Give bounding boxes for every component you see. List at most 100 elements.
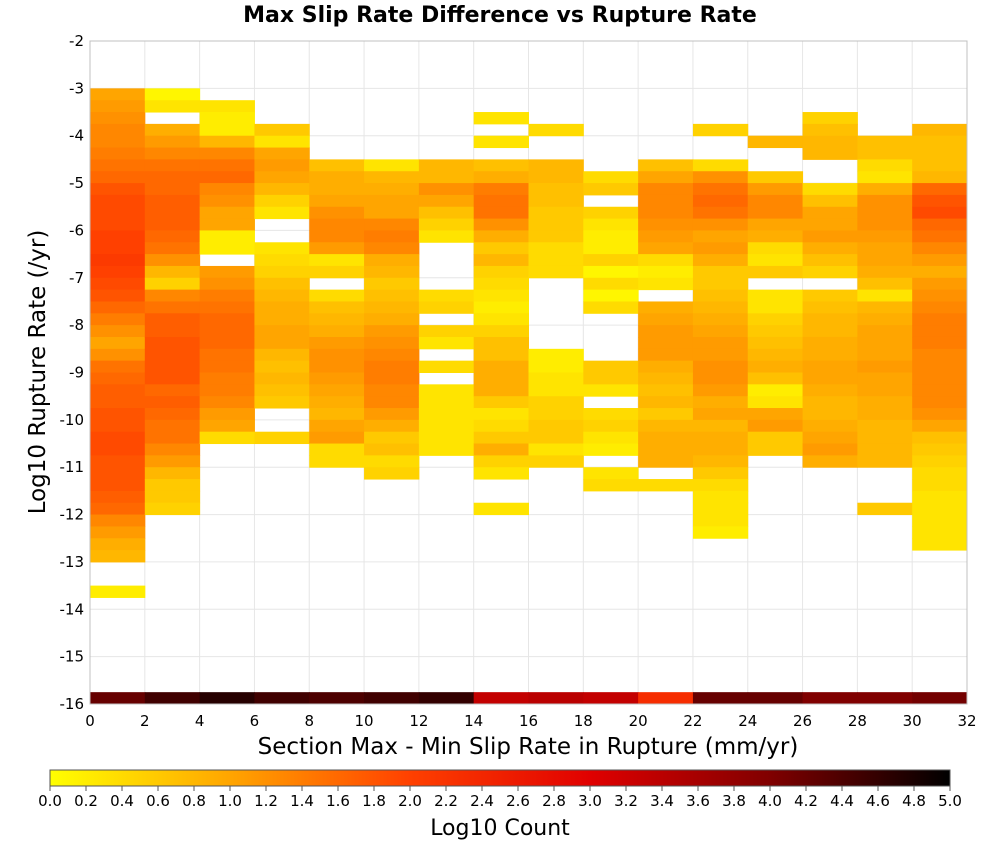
heatmap-cell [254,372,310,385]
heatmap-cell [254,396,310,409]
heatmap-cell [90,372,146,385]
heatmap-cell [144,171,201,184]
colorbar-tick-label: 3.4 [650,792,674,810]
heatmap-cell [857,265,913,279]
heatmap-cell [912,159,968,172]
colorbar-tick-label: 0.8 [182,792,206,810]
heatmap-cell [309,313,365,326]
heatmap-cell [912,490,968,504]
heatmap-cell [692,289,749,302]
heatmap-cell [418,396,475,409]
heatmap-cell [418,408,475,421]
heatmap-cell [857,171,913,184]
heatmap-cell [90,455,146,468]
x-tick-label: 14 [464,712,483,730]
heatmap-cell-bottom [90,692,146,704]
heatmap-cell [912,135,968,149]
heatmap-cell [857,336,913,350]
heatmap-cell [199,277,255,291]
heatmap-cell [638,408,694,421]
heatmap-cell [364,455,420,468]
heatmap-cell [418,431,475,445]
heatmap-cell [254,360,310,373]
heatmap-cell [473,372,529,385]
heatmap-cell [802,301,858,314]
y-tick-label: -11 [60,458,85,476]
heatmap-cell [692,313,749,326]
heatmap-cell [747,183,804,196]
heatmap-cell [638,325,694,338]
heatmap-cell [309,183,365,196]
colorbar-tick-label: 1.4 [290,792,314,810]
x-tick-label: 20 [629,712,648,730]
heatmap-cell [418,360,475,373]
heatmap-cell [309,431,365,445]
heatmap-cell [199,147,255,160]
x-tick-label: 32 [957,712,976,730]
heatmap-cell [692,419,749,433]
heatmap-cell [199,384,255,397]
heatmap-cell [638,230,694,243]
heatmap-cell [802,254,858,267]
heatmap-cell [90,230,146,243]
heatmap-cell [692,277,749,291]
y-tick-label: -8 [69,316,84,334]
heatmap-cell [857,218,913,231]
y-tick-label: -12 [60,506,85,524]
heatmap-cell [857,301,913,314]
heatmap-cell [364,289,420,302]
heatmap-cell [528,242,584,255]
heatmap-cell [309,194,365,208]
heatmap-cell [528,360,584,373]
heatmap-cell [638,254,694,267]
heatmap-cell [583,419,639,433]
heatmap-cell [364,396,420,409]
heatmap-cell [747,230,804,243]
heatmap-cell-bottom [747,692,804,704]
heatmap-cell [857,408,913,421]
heatmap-cell [144,265,201,279]
heatmap-cell [254,265,310,279]
heatmap-cell [364,277,420,291]
heatmap-cell [912,254,968,267]
colorbar-tick-label: 0.6 [146,792,170,810]
heatmap-cell [364,218,420,231]
heatmap-cell [583,360,639,373]
heatmap-cell [309,455,365,468]
heatmap-cell [144,490,201,504]
heatmap-cell [364,230,420,243]
heatmap-cell [692,254,749,267]
y-tick-label: -5 [69,174,84,192]
heatmap-cell [199,112,255,125]
heatmap-cell [912,265,968,279]
heatmap-cell [857,230,913,243]
heatmap-cell [473,467,529,480]
heatmap-cell [144,123,201,137]
heatmap-cell [692,372,749,385]
heatmap-cell [912,325,968,338]
heatmap-cell [912,384,968,397]
colorbar-tick-label: 4.8 [902,792,926,810]
heatmap-cell [199,289,255,302]
heatmap-cell [583,206,639,220]
heatmap-cell-bottom [364,692,420,704]
heatmap-cell [473,194,529,208]
heatmap-cell [90,313,146,326]
heatmap-cell [912,419,968,433]
plot-border [89,40,968,705]
heatmap-cell [90,408,146,421]
colorbar-tick-label: 0.4 [110,792,134,810]
heatmap-cell [747,254,804,267]
heatmap-cell [912,277,968,291]
heatmap-cell [254,301,310,314]
heatmap-cell [199,360,255,373]
heatmap-cell [144,194,201,208]
heatmap-cell [90,419,146,433]
heatmap-cell [857,194,913,208]
heatmap-cell [254,325,310,338]
heatmap-cell [364,206,420,220]
heatmap-cell [90,100,146,113]
heatmap-cell [692,384,749,397]
heatmap-cell [583,443,639,456]
heatmap-cell [473,206,529,220]
